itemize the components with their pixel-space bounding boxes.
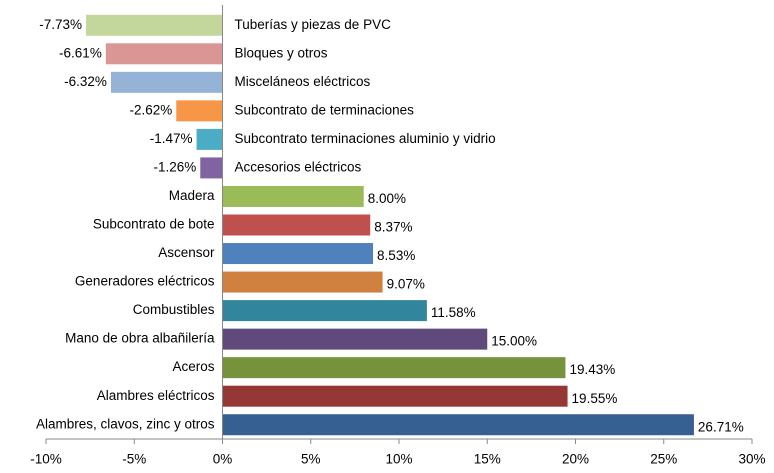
category-label: Madera [169,188,215,203]
bar [176,100,223,122]
value-label: -1.47% [150,131,193,146]
value-label: -7.73% [39,17,82,32]
category-label: Misceláneos eléctricos [235,74,371,89]
x-tick-label: -10% [30,452,62,467]
value-label: -1.26% [153,159,196,174]
bar [222,185,364,207]
value-label: 9.07% [387,277,425,292]
bar [222,414,694,436]
bar [222,214,371,236]
x-tick-label: 30% [738,452,765,467]
value-label: 19.43% [569,362,615,377]
value-label: 8.37% [374,220,412,235]
bar [222,271,383,293]
value-label: -2.62% [129,102,172,117]
bar [222,300,427,322]
x-tick-label: 25% [650,452,677,467]
bar [105,43,223,65]
x-tick-label: -5% [122,452,146,467]
bar [110,71,223,93]
value-label: 8.00% [368,191,406,206]
x-tick-label: 20% [562,452,589,467]
value-label: 26.71% [698,419,744,434]
category-label: Combustibles [133,302,215,317]
bar [222,328,488,350]
bar [200,157,223,179]
category-label: Alambres eléctricos [97,388,215,403]
category-label: Generadores eléctricos [75,274,215,289]
bar [196,128,223,150]
category-label: Ascensor [158,245,215,260]
x-tick-label: 0% [213,452,233,467]
x-tick-label: 5% [301,452,321,467]
category-label: Tuberías y piezas de PVC [235,17,392,32]
value-label: 11.58% [431,305,476,320]
category-label: Alambres, clavos, zinc y otros [36,416,215,431]
x-tick-label: 10% [385,452,412,467]
category-label: Aceros [172,359,214,374]
bar [222,243,374,265]
value-label: -6.32% [64,74,107,89]
category-label: Bloques y otros [235,45,328,60]
value-label: 8.53% [377,248,415,263]
category-label: Accesorios eléctricos [235,159,362,174]
value-label: 15.00% [491,334,537,349]
category-label: Subcontrato de bote [93,217,215,232]
category-label: Subcontrato terminaciones aluminio y vid… [235,131,496,146]
x-tick-label: 15% [474,452,501,467]
bar [86,14,223,36]
bar [222,357,566,379]
bar [222,385,568,407]
value-label: 19.55% [572,391,618,406]
category-label: Subcontrato de terminaciones [235,102,415,117]
category-label: Mano de obra albañilería [65,331,215,346]
value-label: -6.61% [59,45,102,60]
